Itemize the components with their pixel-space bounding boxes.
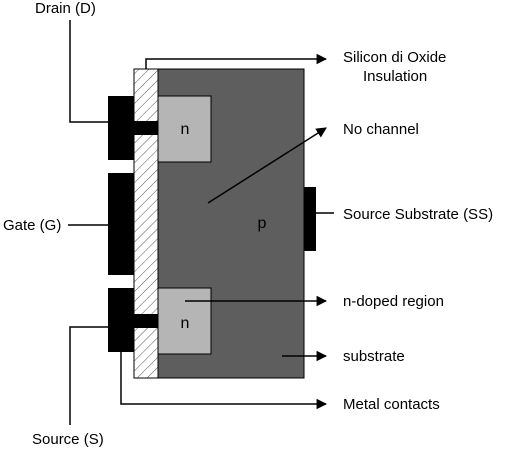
source-contact-stub: [134, 314, 158, 328]
drain-leader: [69, 20, 108, 123]
drain-label: Drain (D): [35, 0, 96, 17]
substrate-label: substrate: [343, 348, 405, 365]
n-region-top: [157, 95, 212, 163]
drain-contact: [108, 96, 134, 160]
source-substrate-label: Source Substrate (SS): [343, 206, 493, 223]
substrate-contact: [304, 187, 316, 251]
n-bottom-label: n: [181, 315, 190, 332]
oxide-arrow: [145, 53, 328, 69]
gate-label: Gate (G): [3, 217, 61, 234]
source-contact: [108, 288, 134, 352]
no-channel-arrow: [207, 127, 327, 204]
oxide-label-line1: Silicon di Oxide: [343, 49, 446, 66]
n-region-bottom: [157, 287, 212, 355]
n-doped-region-label: n-doped region: [343, 293, 444, 310]
metal-contacts-arrow: [120, 352, 328, 410]
no-channel-label: No channel: [343, 121, 419, 138]
source-label: Source (S): [32, 431, 104, 448]
oxide-layer: [133, 68, 159, 379]
p-body-label: p: [258, 215, 267, 232]
oxide-label-line2: Insulation: [363, 68, 427, 85]
gate-contact: [108, 173, 134, 275]
drain-contact-stub: [134, 121, 158, 135]
n-top-label: n: [181, 121, 190, 138]
metal-contacts-label: Metal contacts: [343, 396, 440, 413]
source-leader: [69, 326, 108, 425]
